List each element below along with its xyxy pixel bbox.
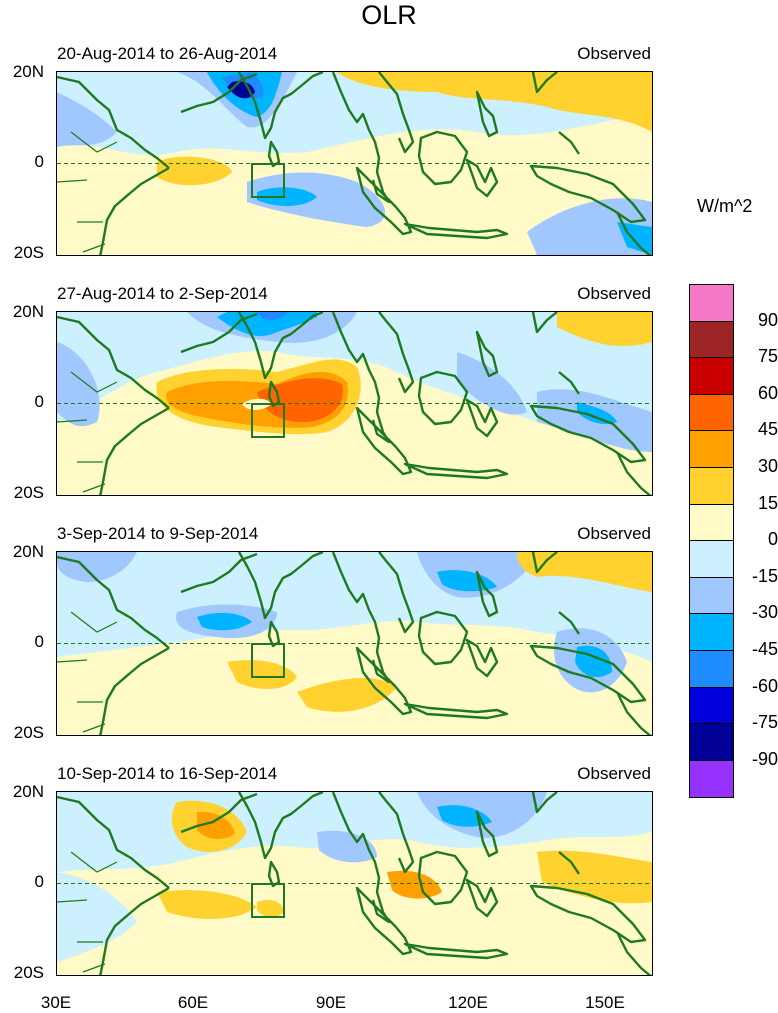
panel-4-map	[56, 791, 653, 976]
lon-label-30e: 30E	[40, 993, 72, 1012]
colorbar-label: 45	[757, 419, 778, 440]
panel-1-heatmap	[57, 72, 652, 255]
panel-2-lat-20n: 20N	[12, 302, 44, 321]
panel-1-header: 20-Aug-2014 to 26-Aug-2014 Observed	[57, 44, 651, 66]
panel-3-map	[56, 551, 653, 736]
colorbar-swatch	[690, 724, 733, 761]
lon-label-150e: 150E	[585, 993, 625, 1012]
panel-2-map	[56, 311, 653, 496]
panel-2-header: 27-Aug-2014 to 2-Sep-2014 Observed	[57, 284, 651, 306]
panel-3-header: 3-Sep-2014 to 9-Sep-2014 Observed	[57, 524, 651, 546]
colorbar-swatch	[690, 541, 733, 578]
colorbar-swatch	[690, 285, 733, 322]
colorbar-label: -15	[751, 565, 778, 586]
colorbar-label: 15	[757, 492, 778, 513]
panel-4-lat-20s: 20S	[13, 963, 44, 982]
colorbar-label: 75	[757, 346, 778, 367]
colorbar-label: -60	[751, 675, 778, 696]
colorbar-swatch	[690, 614, 733, 651]
panel-1-map	[56, 71, 653, 256]
colorbar-label: -30	[751, 602, 778, 623]
lon-label-60e: 60E	[177, 993, 209, 1012]
panel-1-dates: 20-Aug-2014 to 26-Aug-2014	[57, 44, 278, 63]
colorbar-swatch	[690, 394, 733, 432]
chart-title: OLR	[361, 0, 417, 30]
panel-2-observed-label: Observed	[577, 284, 651, 303]
colorbar	[689, 284, 734, 799]
panel-2-lat-0: 0	[34, 392, 44, 411]
panel-1-lat-20n: 20N	[12, 62, 44, 81]
panel-4-heatmap	[57, 792, 652, 975]
colorbar-swatch	[690, 577, 733, 615]
panel-4-lat-0: 0	[34, 872, 44, 891]
panel-4-header: 10-Sep-2014 to 16-Sep-2014 Observed	[57, 764, 651, 786]
lon-label-90e: 90E	[315, 993, 347, 1012]
colorbar-swatch	[690, 504, 733, 542]
colorbar-swatch	[690, 467, 733, 505]
panel-3-lat-20n: 20N	[12, 542, 44, 561]
panel-2-dates: 27-Aug-2014 to 2-Sep-2014	[57, 284, 268, 303]
colorbar-label: 0	[767, 529, 778, 550]
colorbar-label: -90	[751, 748, 778, 769]
panel-4-observed-label: Observed	[577, 764, 651, 783]
panel-1-observed-label: Observed	[577, 44, 651, 63]
panel-4-dates: 10-Sep-2014 to 16-Sep-2014	[57, 764, 278, 783]
colorbar-swatch	[690, 431, 733, 468]
panel-2-lat-20s: 20S	[13, 483, 44, 502]
panel-3-heatmap	[57, 552, 652, 735]
panel-4-lat-20n: 20N	[12, 782, 44, 801]
colorbar-label: -45	[751, 639, 778, 659]
panel-3-dates: 3-Sep-2014 to 9-Sep-2014	[57, 524, 259, 543]
panel-3-lat-0: 0	[34, 632, 44, 651]
lon-label-120e: 120E	[448, 993, 488, 1012]
panel-2-heatmap	[57, 312, 652, 495]
colorbar-units: W/m^2	[697, 196, 753, 216]
panel-3-lat-20s: 20S	[13, 723, 44, 742]
colorbar-swatch	[690, 760, 733, 798]
panel-1-lat-20s: 20S	[13, 243, 44, 262]
panel-1-lat-0: 0	[34, 152, 44, 171]
colorbar-label: 60	[757, 382, 778, 403]
colorbar-swatch	[690, 650, 733, 688]
colorbar-label: -75	[751, 712, 778, 733]
colorbar-label: 90	[757, 309, 778, 330]
panel-3-observed-label: Observed	[577, 524, 651, 543]
colorbar-swatch	[690, 321, 733, 359]
colorbar-swatch	[690, 687, 733, 725]
colorbar-label: 30	[757, 456, 778, 476]
colorbar-swatch	[690, 358, 733, 395]
